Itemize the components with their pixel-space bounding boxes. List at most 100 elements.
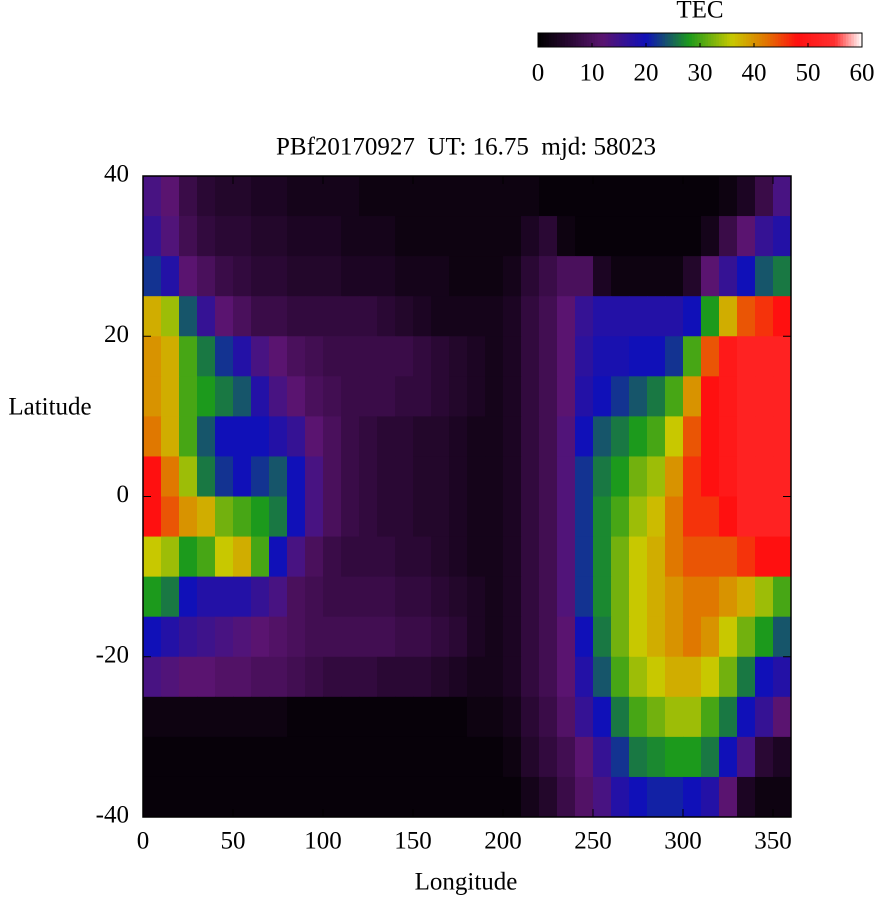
heat-cell <box>737 536 756 578</box>
heat-cell <box>701 256 720 297</box>
colorbar-segment <box>764 33 768 47</box>
heat-cell <box>593 416 612 457</box>
colorbar-segment <box>805 33 809 47</box>
heat-cell <box>179 656 198 698</box>
heat-cell <box>773 736 792 778</box>
heat-cell <box>647 496 666 538</box>
heat-cell <box>179 696 198 738</box>
heat-cell <box>647 336 666 377</box>
heat-cell <box>215 176 234 217</box>
colorbar-segment <box>729 33 733 47</box>
heat-cell <box>521 696 540 738</box>
heat-cell <box>395 776 414 818</box>
heat-cell <box>395 176 414 217</box>
heat-cell <box>701 736 720 778</box>
x-tick-label: 250 <box>574 828 612 855</box>
heat-cell <box>629 496 648 538</box>
heat-cell <box>323 256 342 297</box>
heat-cell <box>395 296 414 337</box>
heat-cell <box>143 256 162 297</box>
heat-cell <box>557 336 576 377</box>
heat-cell <box>197 376 216 417</box>
heat-cell <box>575 256 594 297</box>
heat-cell <box>215 296 234 337</box>
heat-cell <box>269 696 288 738</box>
heat-cell <box>701 296 720 337</box>
heat-cell <box>287 216 306 257</box>
colorbar-segment <box>770 33 774 47</box>
heat-cell <box>611 456 630 497</box>
colorbar-segment <box>856 33 860 47</box>
heat-cell <box>431 656 450 698</box>
heat-cell <box>359 576 378 618</box>
heat-cell <box>485 576 504 618</box>
heat-cell <box>737 376 756 417</box>
heat-cell <box>665 536 684 578</box>
colorbar-segment <box>656 33 660 47</box>
heat-cell <box>773 256 792 297</box>
heat-cell <box>161 696 180 738</box>
x-tick-label: 350 <box>754 828 792 855</box>
heat-cell <box>179 256 198 297</box>
heat-cell <box>503 576 522 618</box>
heat-cell <box>341 776 360 818</box>
heat-cell <box>503 416 522 457</box>
heat-cell <box>431 416 450 457</box>
heat-cell <box>575 496 594 538</box>
heat-cell <box>557 216 576 257</box>
heat-cell <box>269 736 288 778</box>
heat-cell <box>449 776 468 818</box>
heat-cell <box>287 696 306 738</box>
heat-cell <box>359 376 378 417</box>
heat-cell <box>413 736 432 778</box>
heat-cell <box>773 696 792 738</box>
heat-cell <box>413 696 432 738</box>
heat-cell <box>647 656 666 698</box>
heat-cell <box>575 456 594 497</box>
heat-cell <box>395 416 414 457</box>
heat-cell <box>503 176 522 217</box>
heat-cell <box>485 216 504 257</box>
colorbar-segment <box>681 33 685 47</box>
heat-cell <box>341 656 360 698</box>
heat-cell <box>557 176 576 217</box>
heat-cell <box>773 376 792 417</box>
heat-cell <box>611 296 630 337</box>
colorbar-segment <box>632 33 636 47</box>
heat-cell <box>539 416 558 457</box>
colorbar-segment <box>843 33 847 47</box>
heat-cell <box>287 336 306 377</box>
heat-cell <box>305 376 324 417</box>
colorbar-segment <box>826 33 831 47</box>
colorbar-segment <box>691 33 696 47</box>
heat-cell <box>161 176 180 217</box>
heat-cell <box>593 216 612 257</box>
colorbar-tick-label: 40 <box>742 60 767 87</box>
colorbar-segment <box>829 33 833 47</box>
heat-cell <box>593 616 612 658</box>
heat-cell <box>251 456 270 497</box>
colorbar-segment <box>592 33 596 47</box>
heat-cell <box>575 376 594 417</box>
heat-cell <box>611 176 630 217</box>
heat-cell <box>341 176 360 217</box>
heat-cell <box>215 376 234 417</box>
heat-cell <box>737 176 756 217</box>
heat-cell <box>539 696 558 738</box>
heat-cell <box>161 536 180 578</box>
heat-cell <box>647 216 666 257</box>
heat-cell <box>233 256 252 297</box>
heat-cell <box>539 376 558 417</box>
heat-cell <box>143 536 162 578</box>
colorbar-segment <box>713 33 717 47</box>
colorbar-segment <box>659 33 663 47</box>
heat-cell <box>701 176 720 217</box>
heat-cell <box>755 336 774 377</box>
heat-cell <box>683 776 702 818</box>
heat-cell <box>215 216 234 257</box>
heat-cell <box>593 696 612 738</box>
heat-cell <box>773 576 792 618</box>
heat-cell <box>665 296 684 337</box>
heat-cell <box>467 616 486 658</box>
heat-cell <box>233 656 252 698</box>
